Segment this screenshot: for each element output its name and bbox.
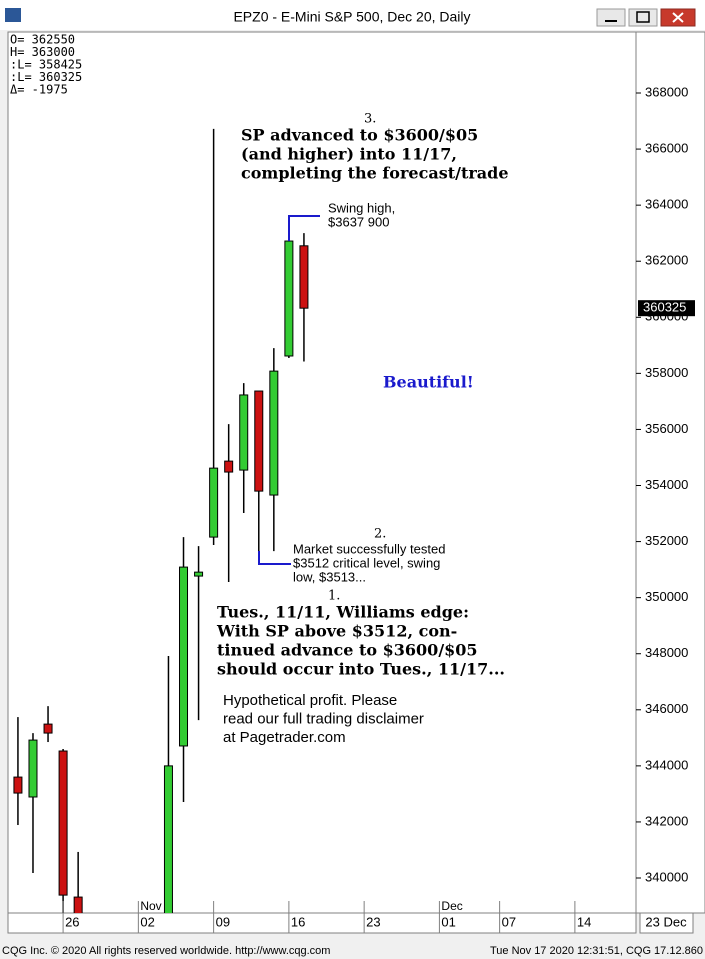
candle-body <box>299 245 309 309</box>
candle-body <box>73 896 83 913</box>
y-tick-label: 358000 <box>645 365 688 380</box>
annotation-text: Market successfully tested <box>293 541 445 556</box>
minimize-button[interactable] <box>596 8 626 27</box>
x-tick-label: 14 <box>577 914 591 929</box>
x-axis-area <box>7 912 637 934</box>
window-buttons[interactable] <box>596 8 696 27</box>
plot-area <box>7 31 637 914</box>
y-tick-label: 366000 <box>645 141 688 156</box>
annotation-text: SP advanced to $3600/$05 <box>241 126 478 145</box>
x-tick-label: 26 <box>65 914 79 929</box>
y-tick-label: 350000 <box>645 589 688 604</box>
corner-box <box>639 912 694 934</box>
footer-left: CQG Inc. © 2020 All rights reserved worl… <box>2 945 330 957</box>
candle-body <box>43 723 53 734</box>
annotation-text: With SP above $3512, con- <box>216 622 457 641</box>
y-axis-area <box>635 31 705 914</box>
readout-line: Δ= -1975 <box>10 83 68 97</box>
annotation-text: $3637 900 <box>328 214 389 229</box>
readout-line: :L= 358425 <box>10 58 82 72</box>
candle-body <box>13 776 23 794</box>
swing-low-line <box>258 551 291 565</box>
candle-body <box>284 240 294 357</box>
x-tick-label: 16 <box>291 914 305 929</box>
annotation-text: Swing high, <box>328 200 395 215</box>
y-tick-label: 342000 <box>645 813 688 828</box>
month-label: Nov <box>140 899 161 913</box>
corner-label: 23 Dec <box>645 914 687 929</box>
annotation-text: should occur into Tues., 11/17... <box>217 660 505 679</box>
app-icon <box>5 8 21 22</box>
close-icon <box>672 12 684 23</box>
y-tick-label: 362000 <box>645 253 688 268</box>
y-tick-label: 356000 <box>645 421 688 436</box>
window-title: EPZ0 - E-Mini S&P 500, Dec 20, Daily <box>233 9 470 25</box>
annotation-text: $3512 critical level, swing <box>293 555 440 570</box>
y-tick-label: 364000 <box>645 197 688 212</box>
x-tick-label: 02 <box>140 914 154 929</box>
disclaimer-text: read our full trading disclaimer <box>223 710 424 727</box>
maximize-icon <box>636 11 650 23</box>
candle-body <box>58 750 68 896</box>
axes: 340000 342000 344000 346000 348000 350000 3520… <box>62 84 695 933</box>
title-bar <box>0 0 705 30</box>
readout-line: :L= 360325 <box>10 70 82 84</box>
y-tick-label: 344000 <box>645 757 688 772</box>
annotation-text: Tues., 11/11, Williams edge: <box>217 603 469 622</box>
candle-body <box>224 460 234 473</box>
swing-high-line <box>288 215 320 241</box>
x-tick-label: 07 <box>502 914 516 929</box>
y-tick-label: 340000 <box>645 869 688 884</box>
annotation-text: completing the forecast/trade <box>241 164 509 183</box>
plot <box>13 128 309 913</box>
readout-line: O= 362550 <box>10 33 75 47</box>
month-label: Dec <box>441 899 462 913</box>
footer-right: Tue Nov 17 2020 12:31:51, CQG 17.12.860 <box>490 945 703 957</box>
candle-body <box>239 394 249 471</box>
candle-body <box>209 467 219 538</box>
candle-body <box>254 390 264 492</box>
annotation-text: (and higher) into 11/17, <box>241 145 457 164</box>
annotation-text: tinued advance to $3600/$05 <box>217 641 478 660</box>
disclaimer-text: at Pagetrader.com <box>223 729 346 746</box>
y-tick-label: 354000 <box>645 477 688 492</box>
maximize-button[interactable] <box>628 8 658 27</box>
readout-line: H= 363000 <box>10 45 75 59</box>
x-tick-label: 23 <box>366 914 380 929</box>
annotation-text: Beautiful! <box>383 373 474 392</box>
y-tick-label: 352000 <box>645 533 688 548</box>
x-tick-label: 09 <box>216 914 230 929</box>
annotations: 3.SP advanced to $3600/$05(and higher) i… <box>216 112 509 746</box>
candle-body <box>179 566 189 747</box>
annotation-number: 1. <box>328 589 340 604</box>
y-tick-label: 348000 <box>645 645 688 660</box>
candle-body <box>28 739 38 798</box>
candle-body <box>269 370 279 496</box>
x-tick-label: 01 <box>441 914 455 929</box>
last-price-box <box>638 300 695 317</box>
y-tick-label: 368000 <box>645 84 688 99</box>
candle-body <box>163 765 173 913</box>
annotation-text: low, $3513... <box>293 569 366 584</box>
candle-body <box>194 571 204 577</box>
last-price-label: 360325 <box>643 300 686 315</box>
annotation-number: 3. <box>364 112 376 127</box>
disclaimer-text: Hypothetical profit. Please <box>223 692 397 709</box>
annotation-number: 2. <box>374 527 386 542</box>
y-tick-label: 346000 <box>645 701 688 716</box>
